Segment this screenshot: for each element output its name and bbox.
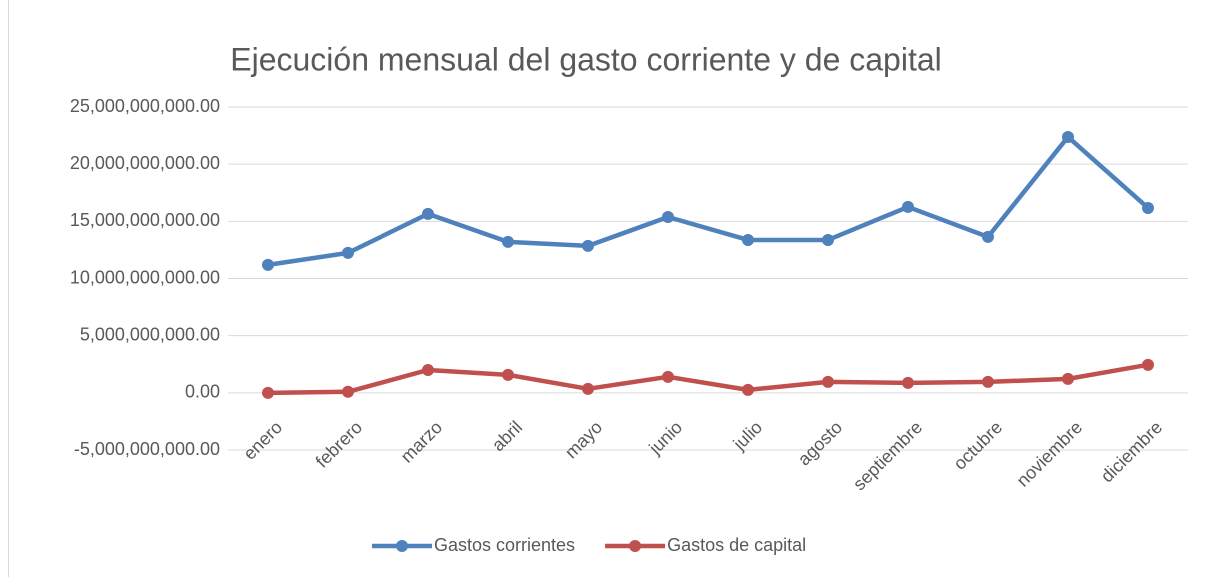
x-tick-label: octubre	[950, 417, 1007, 474]
x-tick-label: julio	[729, 417, 766, 454]
y-tick-label: 5,000,000,000.00	[80, 324, 220, 344]
data-point	[422, 363, 434, 376]
data-point	[742, 383, 754, 396]
data-point	[1142, 358, 1154, 371]
data-point	[422, 207, 434, 220]
x-tick-label: enero	[239, 417, 286, 464]
x-tick-label: diciembre	[1097, 417, 1166, 486]
legend-marker	[629, 540, 642, 552]
data-point	[822, 233, 834, 246]
x-tick-label: junio	[644, 417, 686, 459]
data-point	[1142, 201, 1154, 214]
data-point	[582, 382, 594, 395]
data-point	[582, 239, 594, 252]
data-point	[902, 376, 914, 389]
data-point	[342, 385, 354, 398]
data-point	[1062, 372, 1074, 385]
legend-label: Gastos corrientes	[434, 535, 575, 555]
x-tick-label: noviembre	[1013, 417, 1087, 491]
data-point	[902, 200, 914, 213]
data-point	[502, 235, 514, 248]
x-tick-label: marzo	[397, 417, 447, 467]
y-tick-label: 0.00	[185, 382, 220, 402]
x-tick-label: agosto	[794, 417, 846, 469]
data-point	[262, 386, 274, 399]
data-point	[342, 246, 354, 259]
series-line	[267, 362, 1149, 396]
data-point	[662, 370, 674, 383]
data-point	[662, 210, 674, 223]
data-point	[982, 375, 994, 388]
data-point	[742, 233, 754, 246]
y-tick-label: 10,000,000,000.00	[70, 267, 220, 287]
x-tick-label: septiembre	[849, 417, 926, 494]
data-point	[982, 230, 994, 243]
series-line	[267, 134, 1150, 268]
x-tick-label: mayo	[561, 417, 606, 462]
y-tick-label: 20,000,000,000.00	[70, 153, 220, 173]
data-point	[822, 375, 834, 388]
legend-label: Gastos de capital	[667, 535, 806, 555]
x-tick-label: febrero	[312, 417, 366, 471]
y-tick-label: 25,000,000,000.00	[70, 96, 220, 116]
data-point	[262, 258, 274, 271]
data-point	[1062, 130, 1074, 143]
chart-title: Ejecución mensual del gasto corriente y …	[230, 41, 942, 77]
legend-marker	[396, 540, 408, 552]
y-tick-label: 15,000,000,000.00	[70, 210, 220, 230]
data-point	[502, 368, 514, 381]
y-tick-label: -5,000,000,000.00	[74, 439, 220, 459]
